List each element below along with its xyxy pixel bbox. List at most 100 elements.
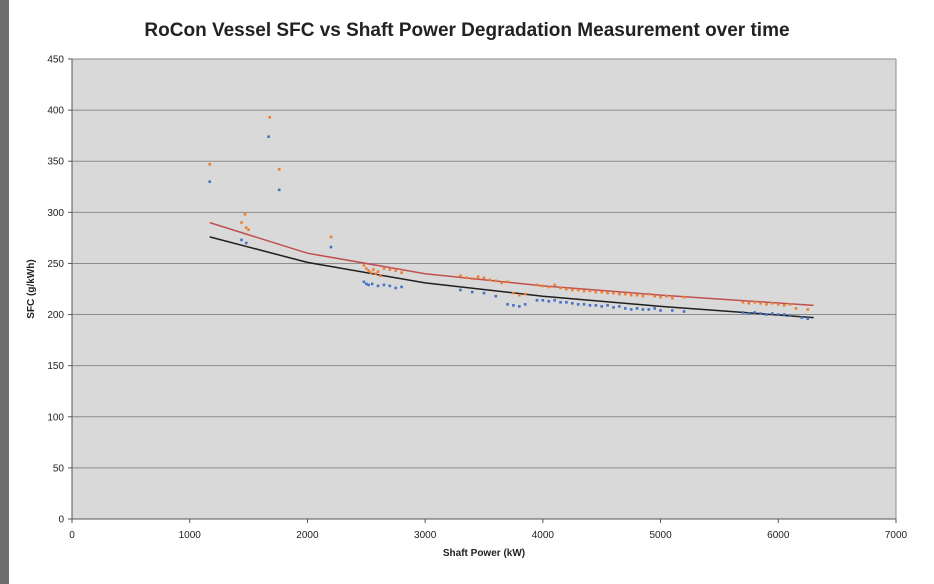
- data-point: [362, 264, 366, 267]
- data-point: [776, 303, 780, 306]
- data-point: [488, 278, 492, 282]
- data-point: [364, 267, 368, 270]
- tick-labels: 0 50 100 150 200 250 300 350 400 450 0 1000 2000 3000…: [47, 55, 907, 542]
- data-point: [476, 275, 480, 279]
- data-point: [641, 294, 645, 298]
- data-point: [576, 288, 580, 292]
- data-point: [394, 286, 398, 290]
- data-point: [459, 274, 462, 278]
- x-tick-label: 3000: [414, 530, 437, 541]
- data-point: [588, 304, 592, 307]
- data-point: [559, 300, 562, 304]
- data-point: [240, 238, 243, 242]
- y-tick-label: 400: [47, 106, 64, 117]
- data-point: [765, 313, 768, 316]
- x-tick-label: 7000: [885, 530, 908, 541]
- x-tick-label: 1000: [179, 530, 202, 541]
- data-point: [379, 274, 382, 278]
- data-point: [512, 304, 515, 307]
- data-point: [771, 302, 774, 305]
- data-point: [382, 283, 386, 287]
- data-point: [382, 267, 386, 270]
- data-point: [806, 308, 810, 311]
- data-point: [268, 115, 272, 119]
- axes: [68, 58, 897, 523]
- data-point: [635, 307, 639, 310]
- data-point: [400, 271, 403, 274]
- data-point: [765, 303, 768, 306]
- data-point: [470, 290, 474, 294]
- x-axis-label: Shaft Power (kW): [443, 548, 525, 559]
- data-point: [565, 300, 568, 304]
- data-point: [400, 285, 403, 289]
- data-points: [208, 115, 810, 320]
- data-point: [494, 279, 498, 283]
- data-point: [565, 287, 568, 291]
- data-point: [388, 268, 392, 271]
- data-point: [653, 307, 656, 310]
- data-point: [741, 300, 745, 304]
- data-point: [518, 305, 521, 308]
- data-point: [771, 312, 774, 315]
- data-point: [244, 226, 248, 229]
- data-point: [612, 291, 615, 295]
- data-point: [747, 302, 751, 305]
- data-point: [494, 294, 498, 298]
- data-point: [594, 290, 598, 294]
- data-point: [535, 298, 539, 302]
- data-point: [394, 269, 398, 272]
- data-point: [547, 285, 551, 289]
- data-point: [759, 302, 762, 305]
- data-point: [612, 306, 615, 309]
- x-tick-label: 4000: [532, 530, 555, 541]
- data-point: [541, 298, 545, 302]
- data-point: [682, 295, 686, 299]
- data-point: [553, 298, 556, 302]
- data-point: [277, 188, 281, 192]
- data-point: [374, 272, 378, 275]
- data-point: [329, 245, 333, 249]
- data-point: [208, 180, 212, 183]
- y-tick-label: 250: [47, 259, 64, 270]
- data-point: [594, 304, 598, 307]
- data-point: [362, 280, 366, 284]
- y-tick-label: 350: [47, 157, 64, 168]
- data-point: [759, 312, 762, 315]
- data-point: [647, 292, 651, 296]
- data-point: [372, 268, 375, 271]
- data-point: [247, 228, 250, 232]
- data-point: [782, 304, 786, 307]
- data-point: [482, 291, 486, 295]
- trendline: [209, 221, 814, 307]
- data-point: [369, 271, 373, 274]
- data-point: [370, 282, 374, 286]
- data-point: [559, 286, 562, 290]
- data-point: [659, 309, 662, 312]
- x-tick-label: 2000: [296, 530, 319, 541]
- trendline: [209, 236, 814, 319]
- data-point: [753, 300, 757, 304]
- data-point: [244, 241, 248, 245]
- y-tick-label: 200: [47, 310, 64, 321]
- data-point: [618, 292, 621, 296]
- data-point: [629, 308, 633, 311]
- data-point: [776, 313, 780, 316]
- data-point: [277, 168, 281, 171]
- data-point: [747, 312, 751, 315]
- x-tick-label: 0: [69, 530, 75, 541]
- data-point: [647, 308, 651, 311]
- data-point: [267, 135, 270, 138]
- data-point: [388, 284, 392, 288]
- data-point: [635, 293, 639, 297]
- data-point: [570, 302, 574, 305]
- chart-title: RoCon Vessel SFC vs Shaft Power Degradat…: [144, 20, 790, 41]
- data-point: [459, 288, 462, 292]
- x-tick-label: 6000: [767, 530, 790, 541]
- x-tick-label: 5000: [649, 530, 672, 541]
- trendlines: [209, 221, 814, 319]
- data-point: [671, 309, 674, 312]
- y-tick-label: 450: [47, 55, 64, 66]
- data-point: [500, 281, 503, 285]
- data-point: [243, 213, 247, 216]
- data-point: [329, 235, 333, 239]
